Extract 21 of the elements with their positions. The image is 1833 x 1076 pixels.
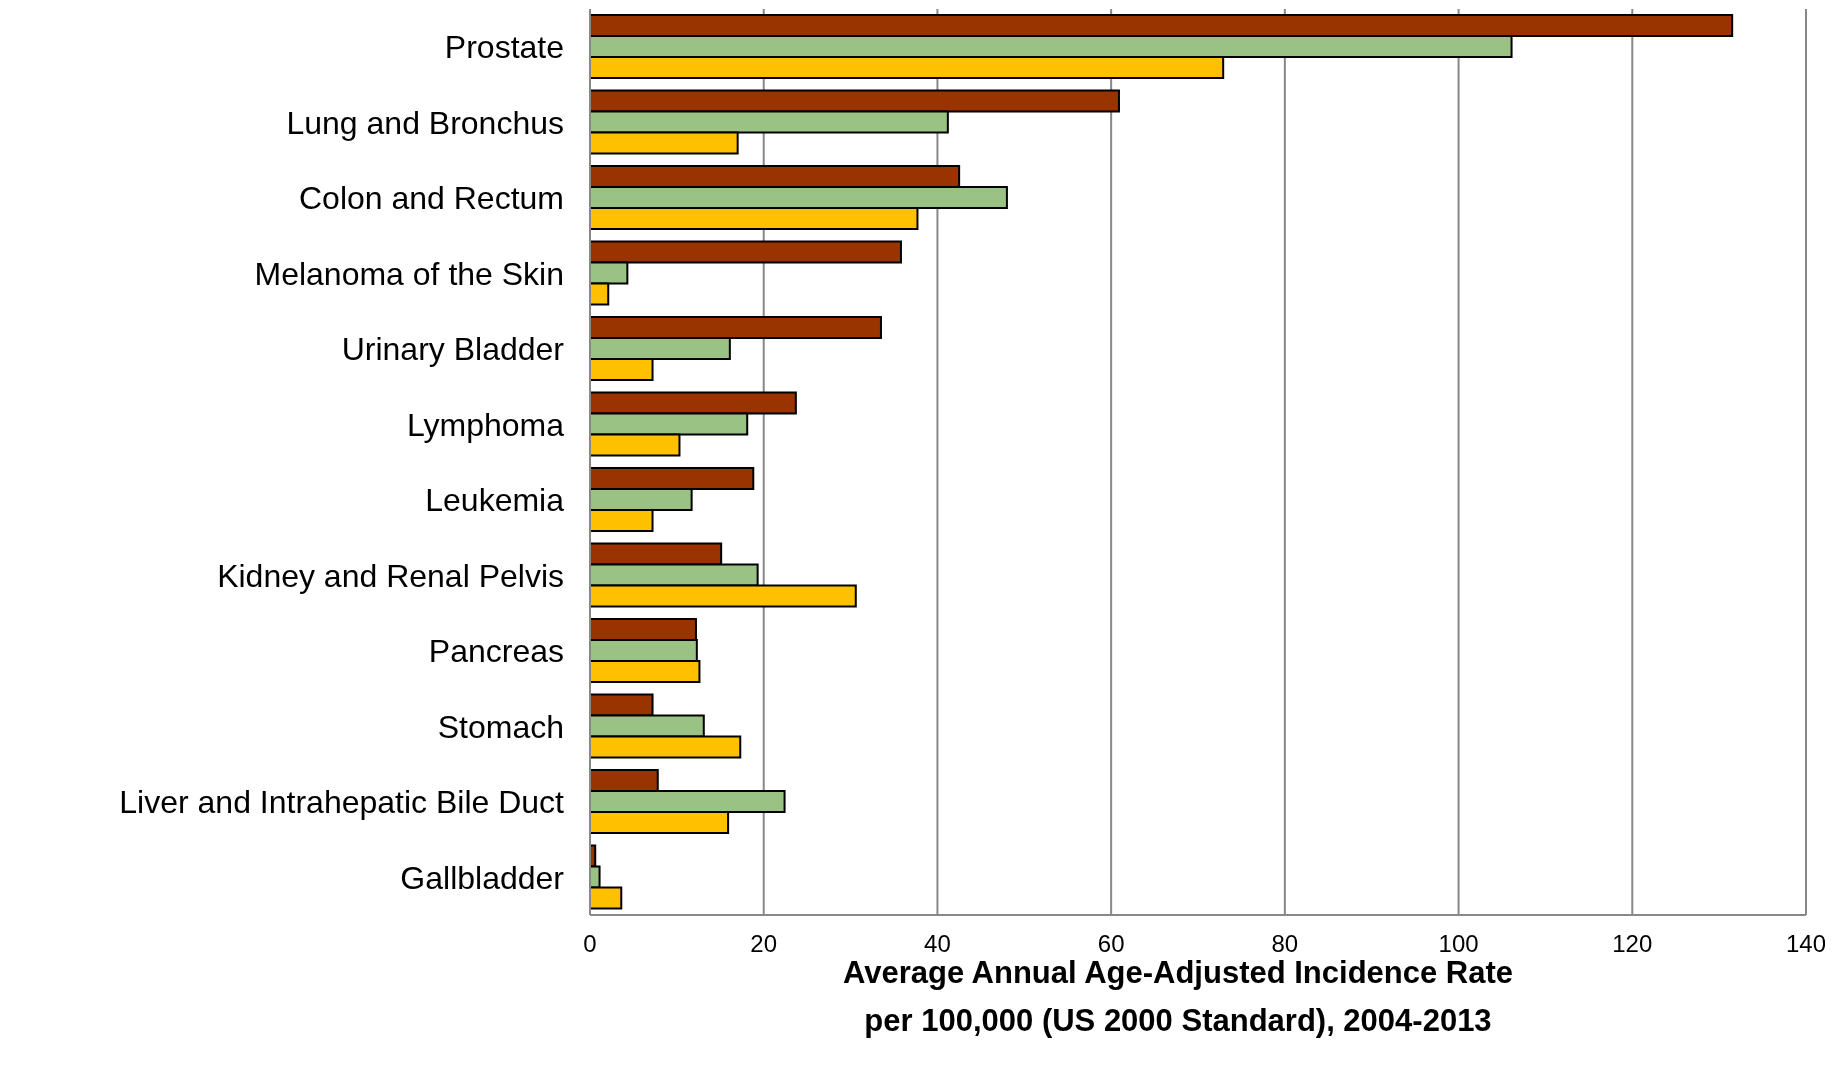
y-tick-label: Urinary Bladder <box>341 331 565 368</box>
x-tick-label: 60 <box>1097 930 1125 958</box>
y-tick-label: Lung and Bronchus <box>286 104 564 141</box>
y-tick-label: Melanoma of the Skin <box>254 255 564 292</box>
y-tick-label: Leukemia <box>425 482 565 519</box>
y-tick-label: Liver and Intrahepatic Bile Duct <box>119 784 565 821</box>
x-tick-label: 140 <box>1785 930 1827 958</box>
x-tick-label: 120 <box>1612 930 1653 958</box>
y-tick-label: Colon and Rectum <box>298 180 564 217</box>
y-tick-label: Stomach <box>437 708 564 745</box>
y-tick-label: Gallbladder <box>400 859 565 896</box>
x-tick-label: 100 <box>1438 930 1479 958</box>
y-tick-label: Kidney and Renal Pelvis <box>217 557 564 594</box>
x-tick-label: 20 <box>750 930 778 958</box>
x-tick-label: 40 <box>924 930 951 958</box>
x-axis-title: Average Annual Age-Adjusted Incidence Rate per 100,000 (US 2000 Standard), 2004-2013 <box>842 955 1514 1038</box>
x-tick-label: 80 <box>1271 930 1299 958</box>
y-tick-label: Prostate <box>444 29 564 66</box>
y-tick-label: Pancreas <box>428 633 564 670</box>
y-tick-label: Lymphoma <box>406 406 565 443</box>
x-tick-label: 0 <box>583 930 597 958</box>
